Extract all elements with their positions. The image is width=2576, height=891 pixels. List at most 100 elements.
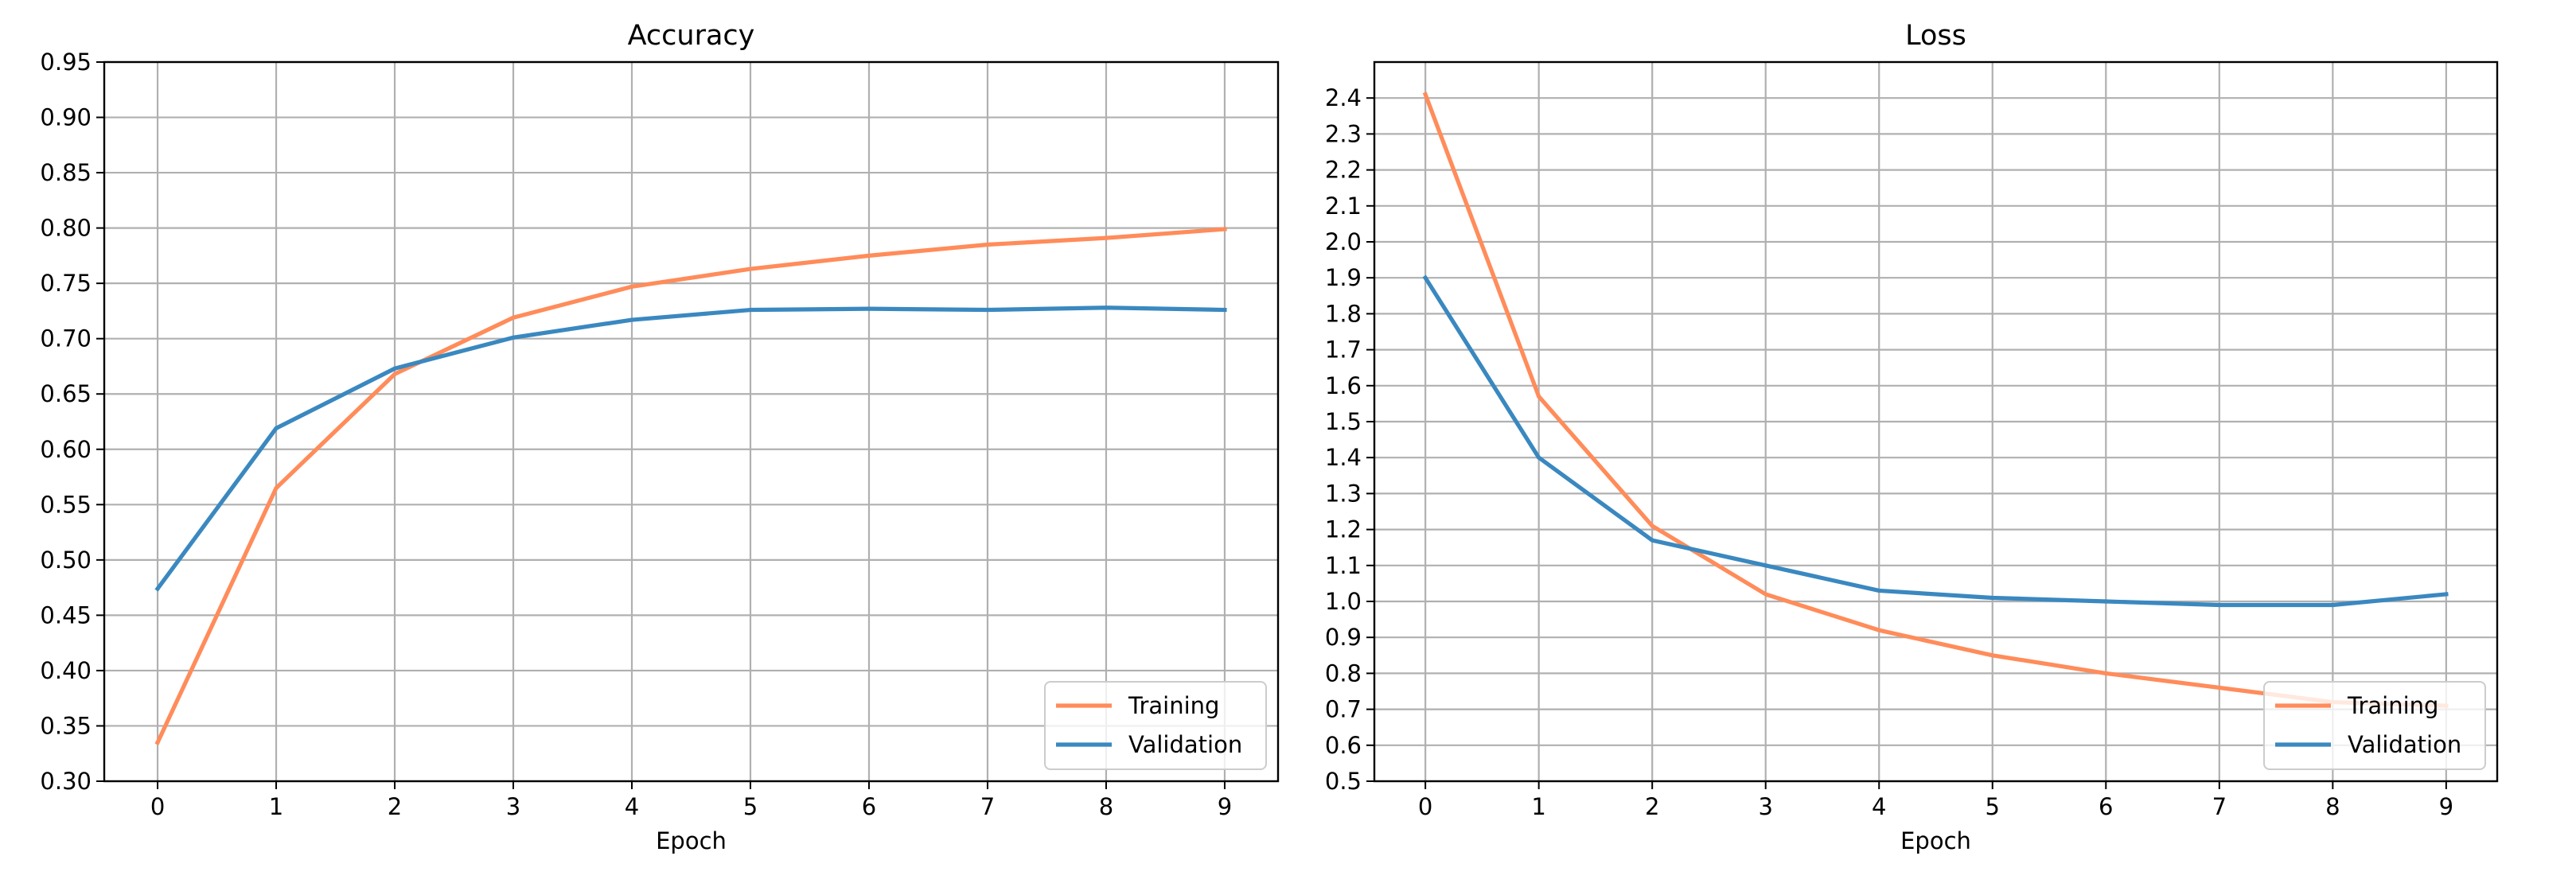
- data-point-validation: [1876, 588, 1881, 593]
- loss-panel: 0 1 2 3 4 5 6 7 8 9 0.5 0.6 0.7 0.8 0.9 1.0 1.1 1.2 1.3 1.4…: [1325, 20, 2499, 854]
- x-tick-label: 4: [625, 793, 639, 820]
- y-tick-label: 0.35: [40, 712, 92, 739]
- y-tick-label: 1.5: [1325, 408, 1362, 435]
- y-tick-label: 1.0: [1325, 588, 1362, 615]
- legend-label: Validation: [1128, 731, 1242, 758]
- data-point-validation: [867, 306, 871, 311]
- data-point-validation: [629, 317, 634, 322]
- y-tick-label: 1.2: [1325, 516, 1362, 543]
- y-tick-label: 1.9: [1325, 264, 1362, 291]
- x-tick-label: 8: [2325, 793, 2340, 820]
- data-point-training: [1763, 592, 1768, 597]
- y-tick-label: 0.6: [1325, 732, 1362, 759]
- y-tick-label: 2.3: [1325, 120, 1362, 147]
- y-tick-label: 0.70: [40, 325, 92, 352]
- data-point-validation: [1222, 307, 1227, 313]
- data-point-validation: [985, 307, 990, 313]
- data-point-validation: [1104, 305, 1109, 310]
- data-point-validation: [155, 586, 160, 591]
- y-tick-label: 0.9: [1325, 624, 1362, 651]
- x-tick-label: 3: [506, 793, 520, 820]
- x-tick-label: 7: [2212, 793, 2227, 820]
- x-tick-label: 5: [1986, 793, 2000, 820]
- data-point-training: [274, 485, 279, 491]
- data-point-training: [511, 315, 516, 320]
- y-tick-label: 0.90: [40, 104, 92, 131]
- y-tick-label: 0.80: [40, 215, 92, 242]
- data-point-validation: [2330, 602, 2335, 608]
- x-tick-label: 9: [1218, 793, 1232, 820]
- data-point-training: [1537, 394, 1541, 399]
- y-tick-label: 0.5: [1325, 768, 1362, 795]
- x-tick-label: 0: [150, 793, 165, 820]
- legend-label: Training: [1128, 692, 1219, 719]
- legend: Training Validation: [2263, 681, 2486, 770]
- x-tick-label: 5: [743, 793, 758, 820]
- y-tick-label: 0.30: [40, 768, 92, 795]
- y-tick-label: 0.45: [40, 601, 92, 628]
- x-tick-label: 3: [1758, 793, 1772, 820]
- y-tick-label: 0.8: [1325, 659, 1362, 687]
- accuracy-panel: 0 1 2 3 4 5 6 7 8 9 0.30 0.35 0.40 0.45 0.50 0.55 0.60 0.…: [40, 20, 1280, 854]
- data-point-training: [748, 267, 753, 271]
- data-point-validation: [274, 426, 279, 430]
- data-point-training: [1876, 628, 1881, 632]
- data-point-training: [392, 372, 397, 376]
- data-point-training: [985, 242, 990, 247]
- x-tick-label: 8: [1099, 793, 1113, 820]
- y-tick-label: 1.3: [1325, 480, 1362, 507]
- data-point-training: [1104, 235, 1109, 240]
- data-point-validation: [748, 307, 753, 313]
- x-tick-label: 2: [388, 793, 402, 820]
- y-tick-label: 0.55: [40, 491, 92, 518]
- data-point-validation: [392, 366, 397, 371]
- y-tick-label: 1.8: [1325, 300, 1362, 327]
- data-point-training: [1423, 92, 1428, 97]
- data-point-validation: [511, 335, 516, 340]
- data-point-validation: [1537, 455, 1541, 460]
- x-tick-label: 0: [1418, 793, 1432, 820]
- y-tick-label: 2.4: [1325, 84, 1362, 111]
- y-tick-label: 0.50: [40, 547, 92, 574]
- legend-label: Validation: [2348, 731, 2461, 758]
- legend-label: Training: [2347, 692, 2438, 719]
- y-tick-label: 0.60: [40, 436, 92, 463]
- data-point-validation: [2444, 592, 2449, 597]
- data-point-validation: [1423, 275, 1428, 280]
- x-tick-label: 9: [2439, 793, 2453, 820]
- data-point-training: [2217, 685, 2222, 691]
- data-point-training: [1222, 227, 1227, 232]
- x-tick-label: 7: [980, 793, 995, 820]
- data-point-validation: [2217, 602, 2222, 608]
- legend: Training Validation: [1044, 681, 1267, 770]
- chart-title: Loss: [1905, 20, 1966, 52]
- y-tick-label: 2.2: [1325, 157, 1362, 184]
- x-tick-label: 4: [1872, 793, 1886, 820]
- y-tick-label: 1.7: [1325, 337, 1362, 364]
- data-point-validation: [1650, 538, 1654, 543]
- y-tick-label: 2.1: [1325, 193, 1362, 220]
- x-tick-label: 6: [862, 793, 876, 820]
- series-line-training: [1422, 91, 2449, 708]
- x-tick-label: 1: [1531, 793, 1545, 820]
- data-point-validation: [2103, 599, 2108, 604]
- x-tick-label: 1: [269, 793, 283, 820]
- data-point-training: [1650, 523, 1654, 528]
- grid: [104, 60, 1278, 783]
- x-axis-label: Epoch: [1900, 827, 1971, 854]
- y-tick-label: 1.1: [1325, 552, 1362, 579]
- y-tick-label: 0.65: [40, 380, 92, 407]
- data-point-validation: [1990, 595, 1995, 601]
- grid: [1374, 62, 2497, 783]
- x-tick-label: 2: [1645, 793, 1659, 820]
- data-point-training: [1990, 653, 1995, 658]
- series-line-validation: [1422, 274, 2449, 608]
- data-point-training: [629, 284, 634, 289]
- data-point-training: [867, 253, 871, 258]
- data-point-validation: [1763, 563, 1768, 568]
- y-tick-label: 0.7: [1325, 696, 1362, 723]
- y-tick-label: 0.75: [40, 270, 92, 297]
- axes-frame: [103, 60, 1280, 783]
- y-tick-label: 2.0: [1325, 228, 1362, 255]
